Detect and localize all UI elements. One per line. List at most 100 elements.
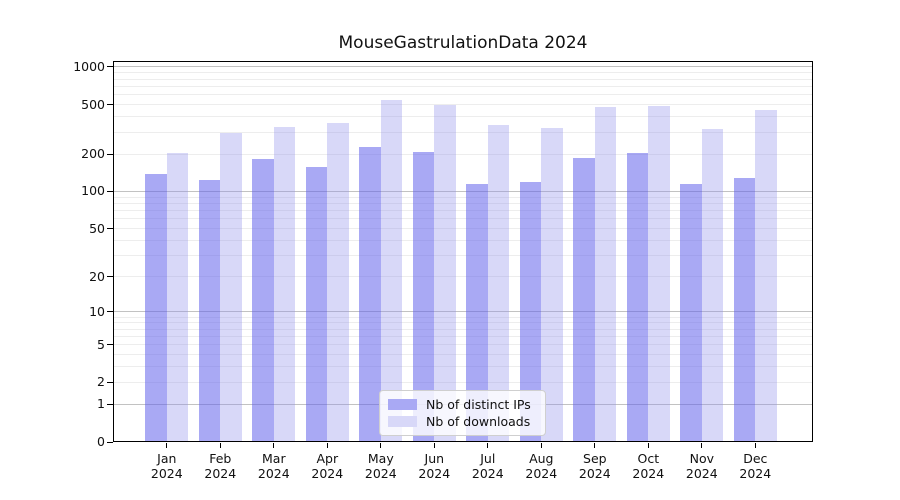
gridline-minor-3 [114, 366, 812, 368]
gridline-minor-200 [114, 153, 812, 155]
bar-nb-of-distinct-ips-nov-2024 [680, 184, 702, 442]
gridline-major-1000 [114, 66, 812, 68]
y-tick-10 [107, 311, 113, 313]
y-tick-label-1000: 1000 [73, 58, 105, 74]
bar-nb-of-distinct-ips-jul-2024 [466, 184, 488, 442]
gridline-minor-5 [114, 344, 812, 346]
bar-nb-of-downloads-feb-2024 [220, 132, 242, 442]
bar-nb-of-downloads-may-2024 [380, 99, 403, 442]
bar-nb-of-distinct-ips-dec-2024 [733, 178, 756, 442]
bar-nb-of-downloads-aug-2024 [541, 128, 563, 442]
x-tick-dec-2024 [754, 443, 756, 448]
x-tick-jan-2024 [166, 443, 168, 448]
gridline-major-100 [114, 190, 812, 192]
y-tick-500 [107, 104, 113, 106]
bar-nb-of-downloads-sep-2024 [594, 106, 617, 442]
gridline-minor-80 [114, 202, 812, 204]
bar-nb-of-downloads-dec-2024 [755, 110, 777, 442]
x-tick-label-dec-2024: Dec 2024 [739, 451, 772, 481]
x-tick-label-jul-2024: Jul 2024 [471, 451, 504, 481]
legend-item-distinct-ips: Nb of distinct IPs [388, 397, 537, 412]
gridline-major-10 [114, 311, 812, 313]
x-tick-label-jun-2024: Jun 2024 [418, 451, 451, 481]
bar-nb-of-downloads-apr-2024 [327, 123, 349, 442]
gridline-minor-600 [114, 94, 812, 96]
gridline-minor-300 [114, 131, 812, 133]
gridline-minor-800 [114, 78, 812, 80]
x-tick-label-sep-2024: Sep 2024 [578, 451, 611, 481]
y-tick-label-10: 10 [89, 303, 105, 319]
gridline-minor-9 [114, 316, 812, 318]
bar-nb-of-distinct-ips-oct-2024 [626, 152, 649, 442]
gridline-minor-20 [114, 276, 812, 278]
gridline-minor-2 [114, 381, 812, 383]
gridline-minor-50 [114, 228, 812, 230]
gridline-minor-4 [114, 354, 812, 356]
gridline-minor-8 [114, 322, 812, 324]
y-tick-label-2: 2 [97, 374, 105, 390]
y-tick-label-5: 5 [97, 336, 105, 352]
gridline-minor-7 [114, 328, 812, 330]
y-tick-1 [107, 403, 113, 405]
y-tick-1000 [107, 66, 113, 68]
x-tick-jun-2024 [433, 443, 435, 448]
gridline-minor-900 [114, 72, 812, 74]
y-tick-100 [107, 190, 113, 192]
x-tick-label-aug-2024: Aug 2024 [525, 451, 558, 481]
legend-swatch-downloads [388, 416, 417, 428]
y-tick-20 [107, 276, 113, 278]
y-tick-200 [107, 153, 113, 155]
x-tick-label-oct-2024: Oct 2024 [632, 451, 665, 481]
x-tick-sep-2024 [594, 443, 596, 448]
y-tick-0 [107, 441, 113, 443]
x-tick-may-2024 [380, 443, 382, 448]
x-tick-aug-2024 [540, 443, 542, 448]
legend-label-distinct-ips: Nb of distinct IPs [426, 396, 531, 412]
x-tick-label-may-2024: May 2024 [364, 451, 397, 481]
x-tick-label-mar-2024: Mar 2024 [257, 451, 290, 481]
bar-nb-of-downloads-jul-2024 [487, 124, 510, 442]
y-tick-label-50: 50 [89, 220, 105, 236]
x-tick-nov-2024 [701, 443, 703, 448]
bar-nb-of-distinct-ips-may-2024 [359, 146, 381, 442]
gridline-minor-6 [114, 335, 812, 337]
x-tick-label-nov-2024: Nov 2024 [685, 451, 718, 481]
legend-label-downloads: Nb of downloads [426, 414, 531, 430]
gridline-minor-60 [114, 218, 812, 220]
bar-nb-of-downloads-jan-2024 [166, 152, 189, 442]
y-tick-label-100: 100 [81, 183, 105, 199]
y-tick-label-200: 200 [81, 146, 105, 162]
gridline-minor-700 [114, 85, 812, 87]
bar-nb-of-distinct-ips-feb-2024 [198, 180, 221, 442]
y-tick-2 [107, 381, 113, 383]
gridline-minor-500 [114, 104, 812, 106]
gridline-minor-30 [114, 255, 812, 257]
gridline-minor-70 [114, 210, 812, 212]
legend-swatch-distinct-ips [388, 398, 417, 410]
bar-nb-of-downloads-jun-2024 [434, 104, 456, 442]
y-tick-label-0: 0 [97, 434, 105, 449]
bar-nb-of-distinct-ips-apr-2024 [305, 167, 328, 442]
gridline-minor-90 [114, 196, 812, 198]
y-tick-50 [107, 228, 113, 230]
chart-title: MouseGastrulationData 2024 [338, 33, 588, 53]
x-tick-jul-2024 [487, 443, 489, 448]
bar-nb-of-downloads-mar-2024 [273, 127, 296, 442]
bar-nb-of-downloads-oct-2024 [648, 105, 670, 442]
x-tick-apr-2024 [326, 443, 328, 448]
x-tick-label-jan-2024: Jan 2024 [150, 451, 183, 481]
y-tick-label-1: 1 [97, 396, 105, 412]
x-tick-feb-2024 [219, 443, 221, 448]
y-tick-5 [107, 344, 113, 346]
x-tick-oct-2024 [647, 443, 649, 448]
bar-nb-of-distinct-ips-jun-2024 [412, 151, 435, 442]
legend-item-downloads: Nb of downloads [388, 414, 537, 429]
y-tick-label-500: 500 [81, 96, 105, 112]
legend: Nb of distinct IPs Nb of downloads [379, 390, 546, 436]
bar-nb-of-distinct-ips-sep-2024 [573, 158, 595, 442]
gridline-minor-40 [114, 239, 812, 241]
bar-nb-of-distinct-ips-aug-2024 [519, 181, 542, 442]
bar-nb-of-distinct-ips-jan-2024 [145, 173, 167, 442]
bar-nb-of-distinct-ips-mar-2024 [252, 158, 274, 442]
